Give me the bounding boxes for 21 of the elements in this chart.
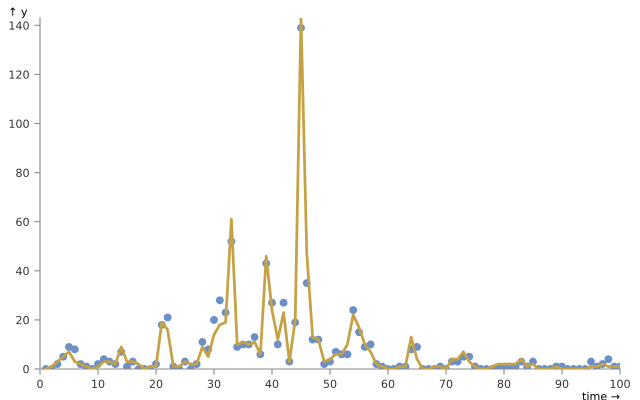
x-tick-label: 10 <box>92 380 104 388</box>
x-tick-label: 60 <box>382 380 394 388</box>
x-tick-label: 0 <box>37 380 43 388</box>
y-tick-label: 60 <box>16 218 29 226</box>
x-tick-label: 70 <box>440 380 452 388</box>
x-tick-label: 40 <box>265 380 278 388</box>
y-tick-label: 140 <box>10 21 29 30</box>
x-tick-label: 80 <box>498 380 510 388</box>
x-tick-label: 100 <box>610 380 630 388</box>
x-tick-label: 20 <box>150 380 162 388</box>
x-tick-label: 50 <box>324 380 336 388</box>
y-tick-label: 120 <box>10 70 29 79</box>
y-tick-label: 0 <box>23 364 29 374</box>
y-tick-label: 20 <box>16 316 29 324</box>
x-tick-label: 30 <box>208 380 220 388</box>
y-tick-label: 100 <box>10 120 29 128</box>
x-tick-label: 90 <box>556 380 568 388</box>
y-axis-title: ↑ y <box>10 8 28 18</box>
y-tick-label: 80 <box>16 168 29 178</box>
y-tick-label: 40 <box>16 266 29 276</box>
x-axis-title: time → <box>582 392 620 400</box>
